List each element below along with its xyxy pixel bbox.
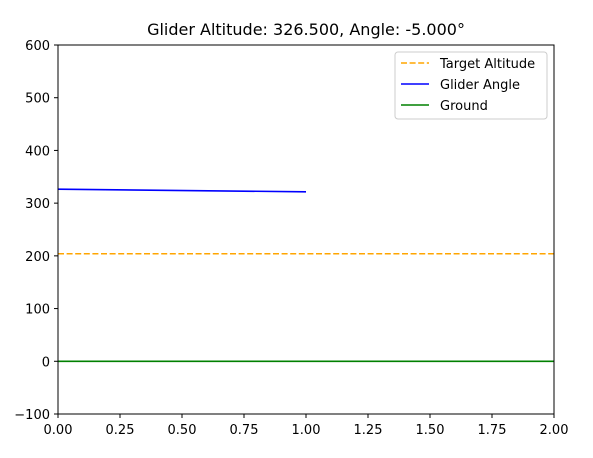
x-tick-label: 1.50 bbox=[416, 423, 445, 438]
y-tick-label: −100 bbox=[14, 408, 50, 423]
x-tick-label: 0.25 bbox=[106, 423, 135, 438]
x-tick-label: 2.00 bbox=[540, 423, 569, 438]
series-line-2 bbox=[57, 188, 307, 193]
series-layer bbox=[57, 188, 554, 363]
y-tick-label: 200 bbox=[25, 250, 50, 265]
chart-title: Glider Altitude: 326.500, Angle: -5.000° bbox=[147, 20, 465, 39]
y-tick-label: 100 bbox=[25, 303, 50, 318]
y-tick-label: 400 bbox=[25, 144, 50, 159]
legend-box bbox=[394, 51, 548, 120]
x-tick-label: 0.75 bbox=[230, 423, 259, 438]
axes-layer: 0.00 0.25 0.50 0.75 1.00 1.25 1.50 1.75 2.00 −100… bbox=[14, 39, 568, 438]
y-tick-label: 0 bbox=[42, 355, 50, 370]
y-tick-label: 500 bbox=[25, 92, 50, 107]
legend-label-1: Target Altitude bbox=[439, 57, 535, 72]
x-tick-label: 1.25 bbox=[354, 423, 383, 438]
x-tick-label: 0.00 bbox=[44, 423, 73, 438]
x-tick-label: 1.75 bbox=[478, 423, 507, 438]
legend-label-3: Ground bbox=[440, 99, 488, 114]
y-tick-label: 600 bbox=[25, 39, 50, 54]
x-tick-label: 1.00 bbox=[292, 423, 321, 438]
legend: Target Altitude Glider Angle Ground bbox=[394, 51, 548, 120]
y-tick-label: 300 bbox=[25, 197, 50, 212]
x-tick-label: 0.50 bbox=[168, 423, 197, 438]
legend-label-2: Glider Angle bbox=[440, 78, 520, 93]
